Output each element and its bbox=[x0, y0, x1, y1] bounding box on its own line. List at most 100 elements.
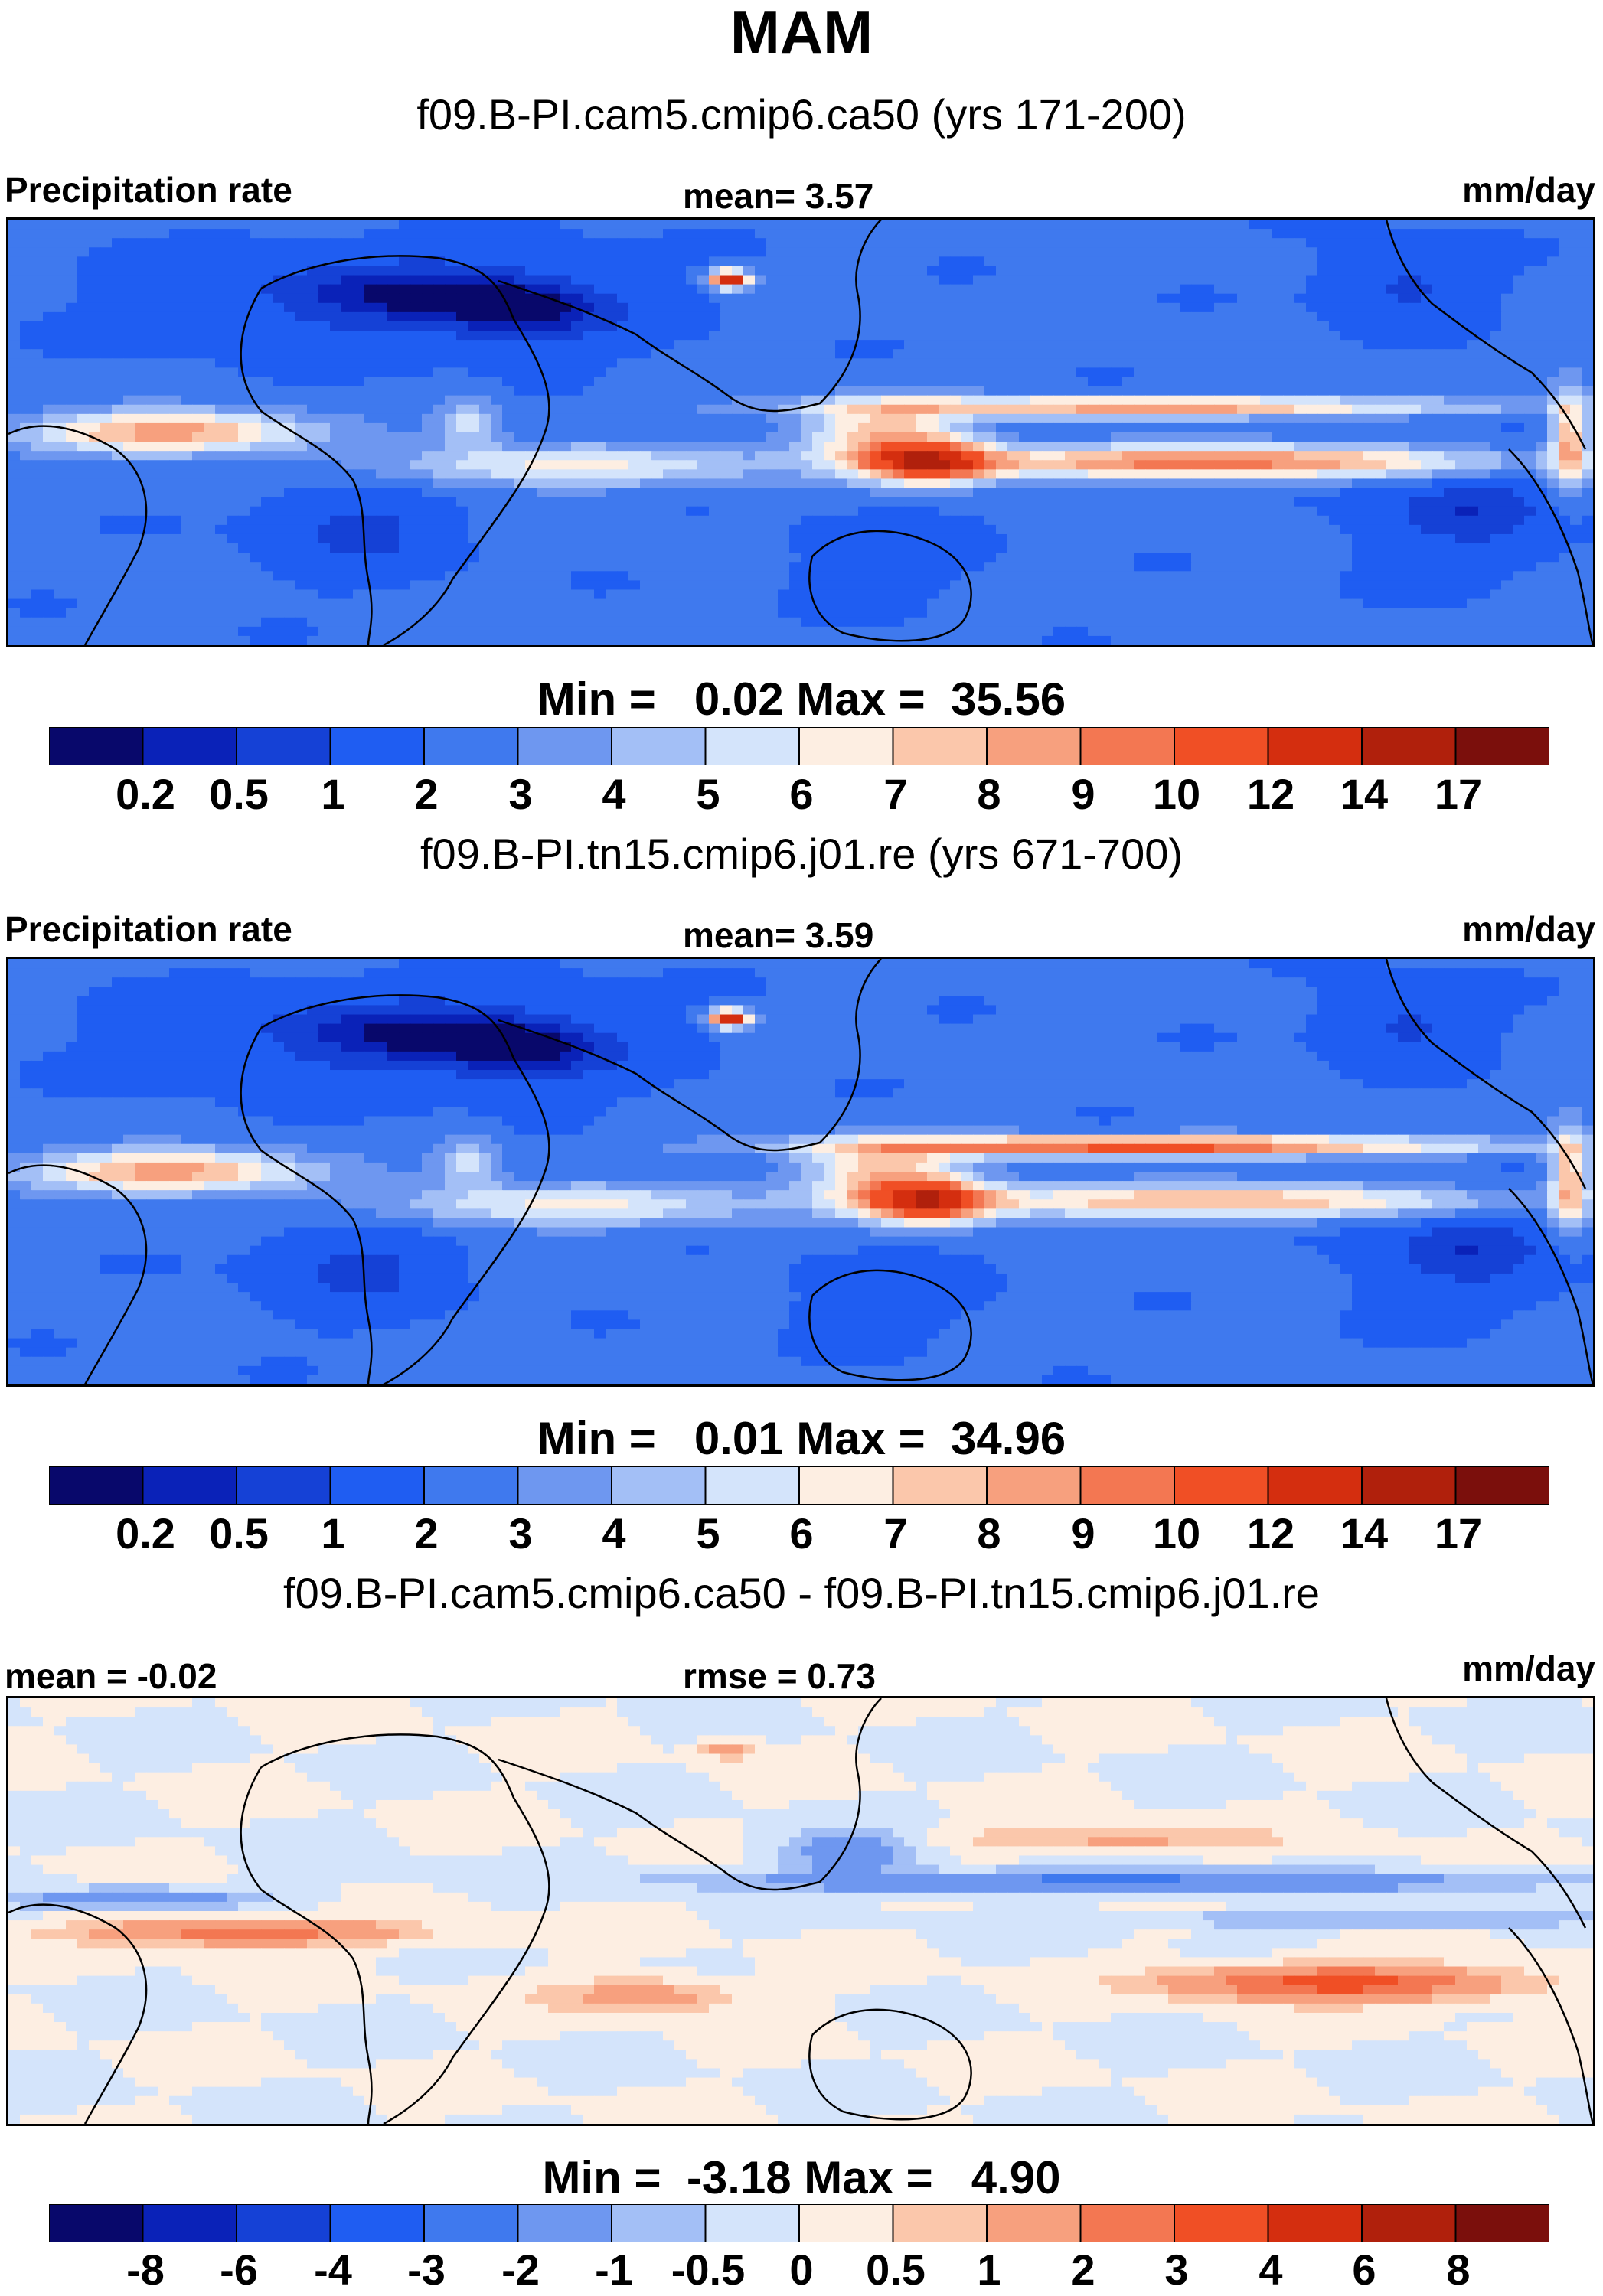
field-cell bbox=[606, 404, 618, 415]
field-cell bbox=[640, 515, 652, 526]
field-cell bbox=[1409, 340, 1422, 350]
field-cell bbox=[422, 229, 434, 239]
field-cell bbox=[789, 220, 802, 230]
field-cell bbox=[112, 432, 124, 442]
field-cell bbox=[1249, 451, 1261, 461]
field-cell bbox=[651, 256, 664, 267]
field-cell bbox=[628, 478, 641, 489]
field-cell bbox=[1536, 275, 1548, 285]
field-cell bbox=[640, 266, 652, 276]
field-cell bbox=[847, 506, 859, 517]
field-cell bbox=[89, 422, 101, 433]
field-cell bbox=[1260, 377, 1272, 387]
field-cell bbox=[973, 358, 985, 368]
field-cell bbox=[1501, 340, 1513, 350]
field-cell bbox=[628, 293, 641, 304]
field-cell bbox=[514, 442, 526, 452]
field-cell bbox=[525, 377, 537, 387]
field-cell bbox=[1398, 451, 1410, 461]
field-cell bbox=[663, 256, 675, 267]
field-cell bbox=[1421, 386, 1433, 396]
field-cell bbox=[674, 413, 687, 424]
field-cell bbox=[571, 543, 583, 553]
field-cell bbox=[1329, 220, 1341, 230]
field-cell bbox=[847, 247, 859, 257]
field-cell bbox=[445, 506, 457, 517]
field-cell bbox=[973, 331, 985, 341]
field-cell bbox=[273, 247, 285, 257]
field-cell bbox=[1524, 220, 1536, 230]
field-cell bbox=[1249, 358, 1261, 368]
field-cell bbox=[1283, 321, 1295, 331]
figure-title: MAM bbox=[730, 0, 873, 66]
field-cell bbox=[939, 478, 951, 489]
field-cell bbox=[858, 432, 870, 442]
field-cell bbox=[1513, 321, 1525, 331]
field-cell bbox=[939, 340, 951, 350]
field-cell bbox=[227, 515, 239, 526]
field-cell bbox=[1088, 515, 1100, 526]
field-cell bbox=[387, 386, 400, 396]
field-cell bbox=[1134, 478, 1146, 489]
field-cell bbox=[904, 247, 916, 257]
field-cell bbox=[916, 367, 928, 378]
field-cell bbox=[594, 451, 606, 461]
field-cell bbox=[594, 386, 606, 396]
field-cell bbox=[1570, 451, 1582, 461]
field-cell bbox=[766, 432, 779, 442]
field-cell bbox=[353, 302, 365, 313]
field-cell bbox=[8, 238, 21, 248]
field-cell bbox=[330, 404, 342, 415]
field-cell bbox=[1111, 247, 1123, 257]
field-cell bbox=[1272, 284, 1284, 295]
field-cell bbox=[812, 422, 824, 433]
field-cell bbox=[1053, 432, 1066, 442]
field-cell bbox=[54, 340, 67, 350]
field-cell bbox=[961, 247, 974, 257]
field-cell bbox=[1145, 524, 1157, 535]
field-cell bbox=[916, 395, 928, 406]
field-cell bbox=[1180, 404, 1192, 415]
field-cell bbox=[1019, 442, 1031, 452]
field-cell bbox=[743, 432, 756, 442]
field-cell bbox=[192, 533, 204, 544]
field-cell bbox=[824, 311, 836, 322]
field-cell bbox=[1168, 293, 1180, 304]
field-cell bbox=[1030, 497, 1043, 507]
field-cell bbox=[456, 247, 468, 257]
field-cell bbox=[1249, 524, 1261, 535]
field-cell bbox=[1421, 533, 1433, 544]
field-cell bbox=[181, 488, 193, 498]
field-cell bbox=[238, 488, 250, 498]
field-cell bbox=[422, 358, 434, 368]
field-cell bbox=[1122, 432, 1135, 442]
field-cell bbox=[238, 302, 250, 313]
field-cell bbox=[204, 331, 216, 341]
field-cell bbox=[479, 321, 491, 331]
field-cell bbox=[20, 321, 32, 331]
field-cell bbox=[31, 367, 44, 378]
field-cell bbox=[445, 488, 457, 498]
field-cell bbox=[100, 266, 113, 276]
field-cell bbox=[1007, 367, 1020, 378]
field-cell bbox=[77, 367, 90, 378]
field-cell bbox=[939, 543, 951, 553]
field-cell bbox=[583, 506, 595, 517]
field-cell bbox=[1317, 432, 1330, 442]
field-cell bbox=[1157, 386, 1169, 396]
field-cell bbox=[1214, 284, 1226, 295]
field-cell bbox=[169, 358, 181, 368]
field-cell bbox=[606, 367, 618, 378]
field-cell bbox=[1340, 321, 1353, 331]
field-cell bbox=[215, 311, 227, 322]
field-cell bbox=[8, 275, 21, 285]
field-cell bbox=[1272, 238, 1284, 248]
field-cell bbox=[663, 524, 675, 535]
field-cell bbox=[227, 488, 239, 498]
field-cell bbox=[1559, 524, 1571, 535]
field-cell bbox=[594, 293, 606, 304]
field-cell bbox=[1570, 442, 1582, 452]
field-cell bbox=[341, 533, 354, 544]
field-cell bbox=[146, 478, 158, 489]
field-cell bbox=[1421, 488, 1433, 498]
